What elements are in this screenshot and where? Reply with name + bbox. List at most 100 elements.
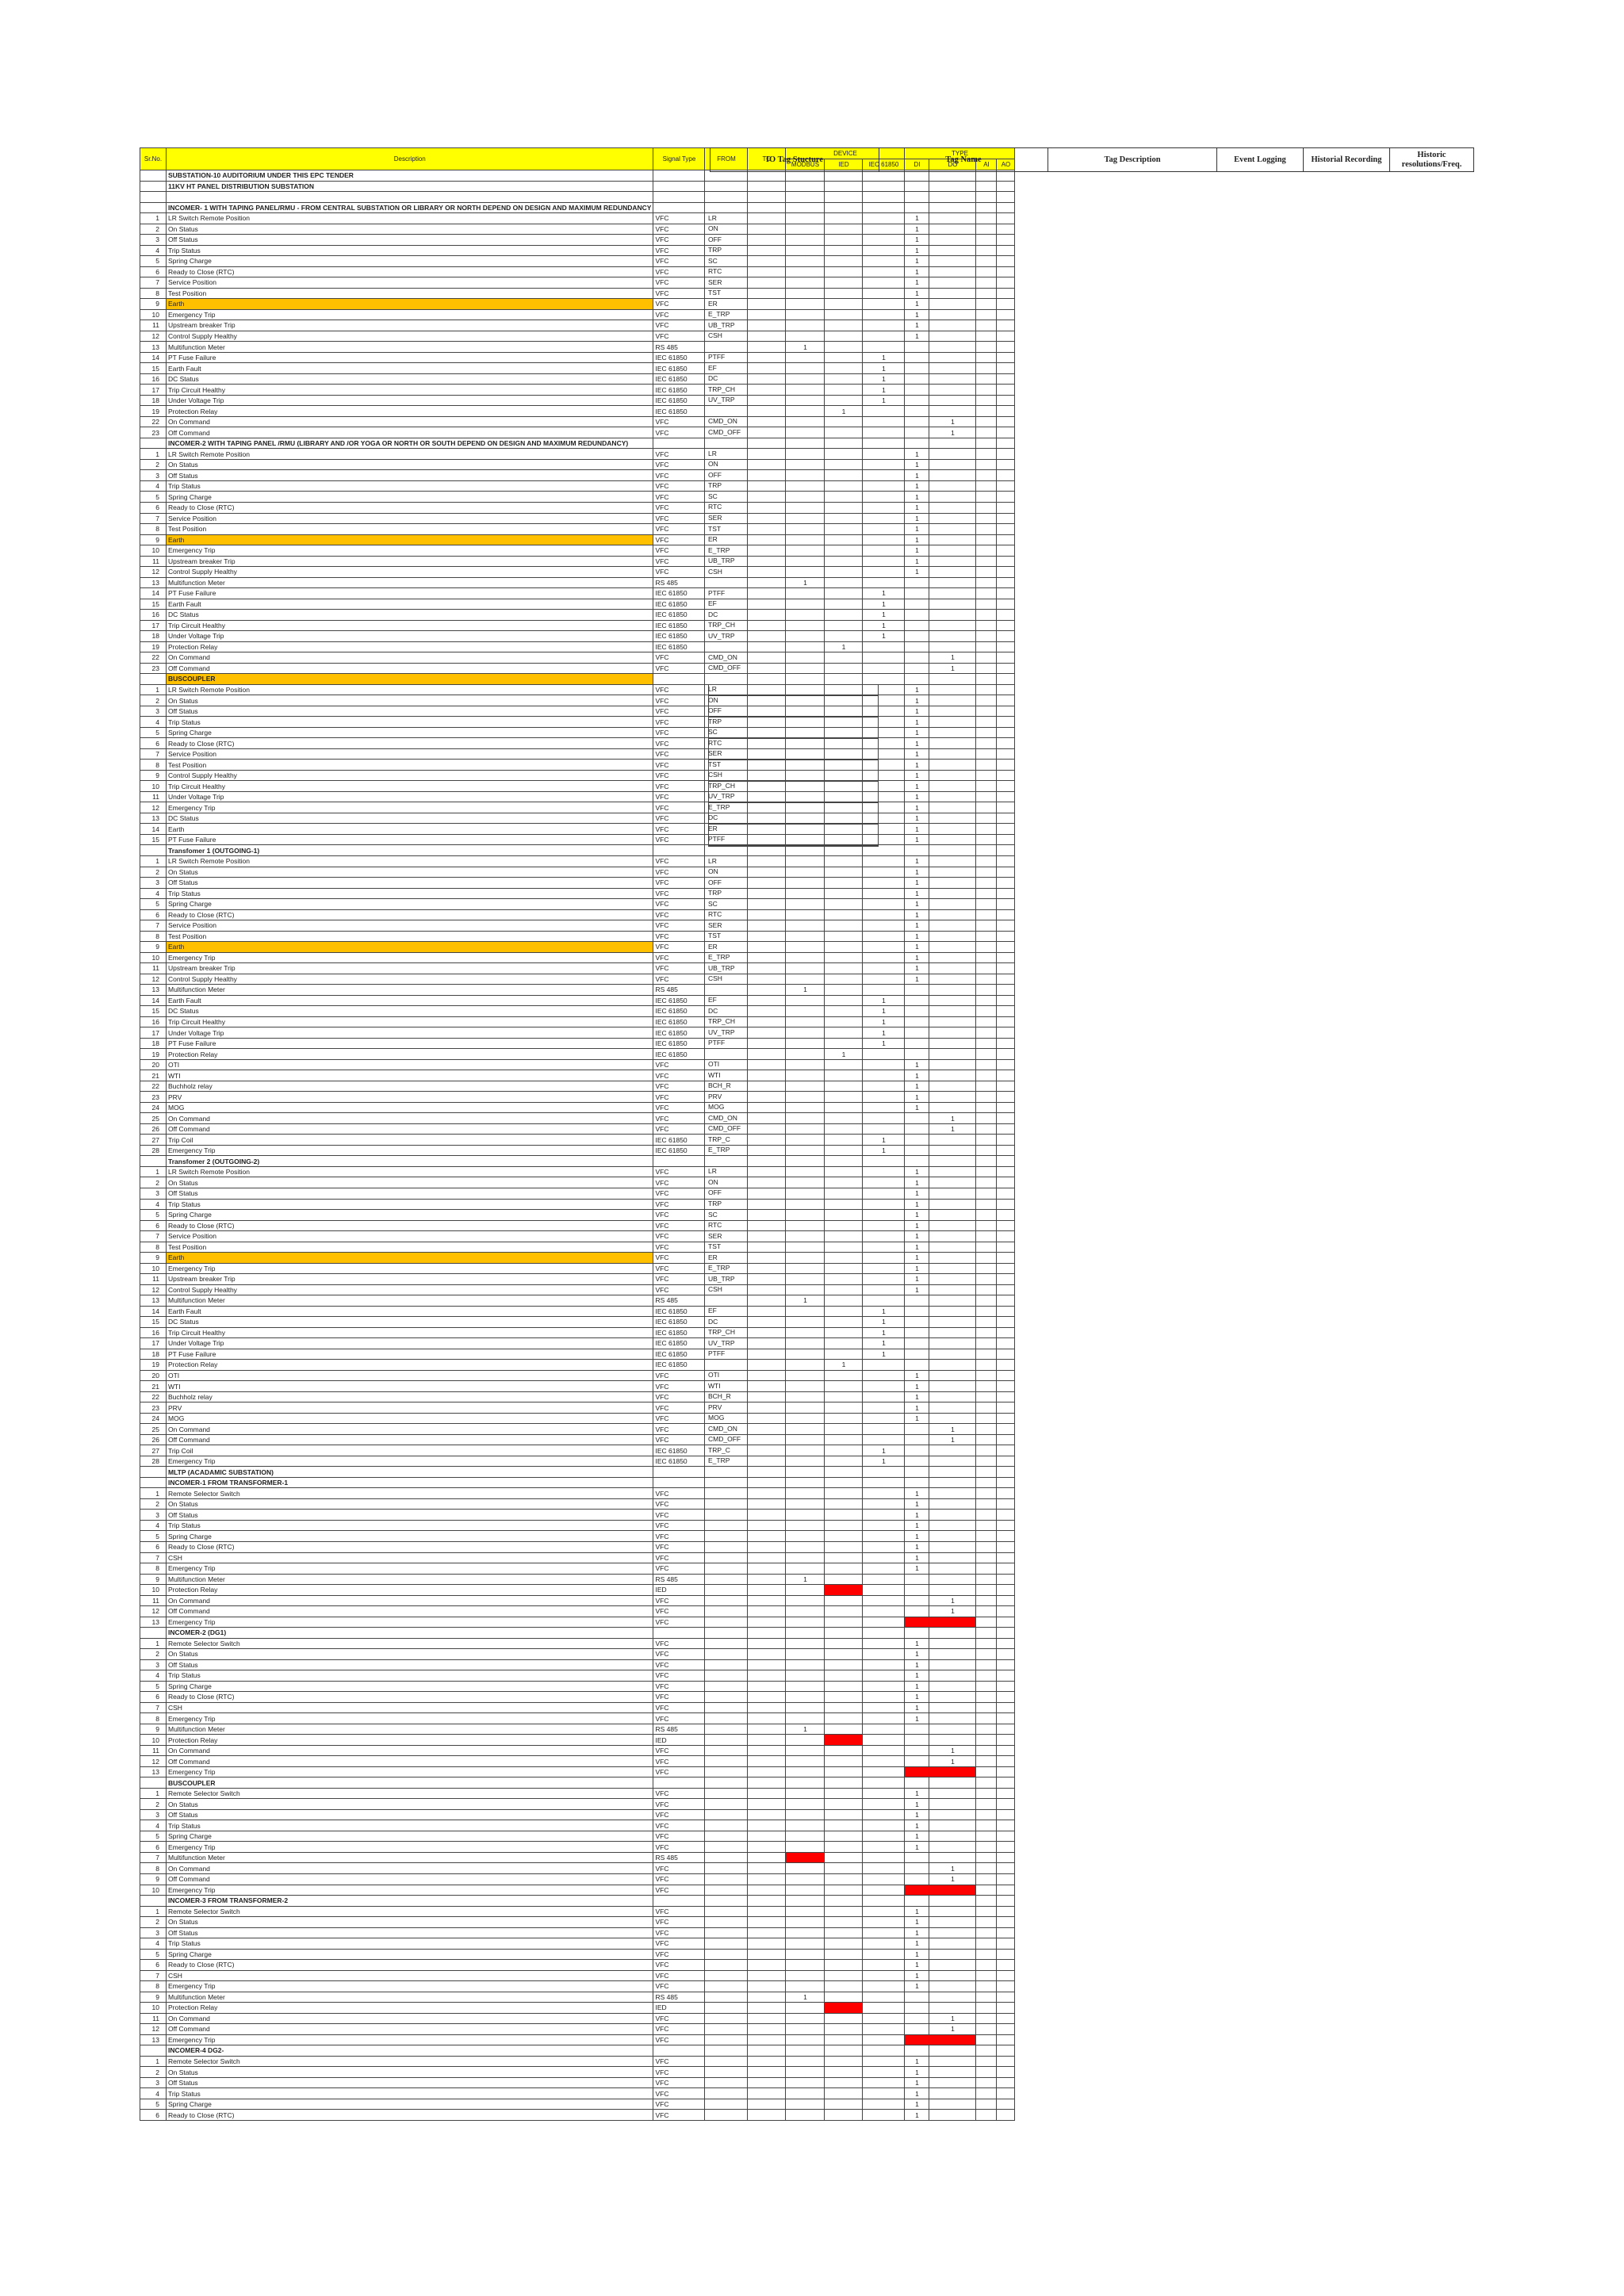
ai-cell bbox=[975, 1680, 998, 1693]
to-cell bbox=[747, 909, 787, 921]
description-cell: LR Switch Remote Position bbox=[165, 448, 654, 460]
ai-cell bbox=[975, 1445, 998, 1456]
description-cell: On Status bbox=[165, 1648, 654, 1660]
from-cell bbox=[704, 1927, 749, 1939]
ao-cell bbox=[996, 330, 1016, 342]
to-cell bbox=[747, 405, 787, 417]
signal-type-cell: VFC bbox=[653, 759, 706, 771]
di-cell bbox=[904, 1873, 930, 1885]
to-cell bbox=[747, 1573, 787, 1586]
do-cell bbox=[929, 1177, 977, 1188]
di-cell: 1 bbox=[904, 1916, 930, 1928]
di-cell: 1 bbox=[904, 502, 930, 514]
io-tag-cell: PTFF bbox=[708, 588, 726, 597]
do-cell: 1 bbox=[929, 662, 977, 675]
iec-cell bbox=[862, 330, 906, 342]
sr-no-cell: 3 bbox=[140, 1927, 167, 1939]
sr-no-cell: 9 bbox=[140, 1252, 167, 1264]
table-row: 15 DC Status IEC 61850 1 bbox=[140, 1005, 1016, 1017]
sr-no-cell: 2 bbox=[140, 1498, 167, 1510]
iec-cell bbox=[862, 1798, 906, 1810]
do-cell bbox=[929, 2109, 977, 2121]
do-cell: 1 bbox=[929, 1755, 977, 1767]
ao-cell bbox=[996, 1905, 1016, 1918]
di-cell bbox=[904, 576, 930, 589]
do-cell bbox=[929, 502, 977, 514]
blank-cell bbox=[653, 1466, 706, 1478]
signal-type-cell: IEC 61850 bbox=[653, 630, 706, 642]
blank-cell bbox=[862, 1466, 906, 1478]
modbus-cell bbox=[785, 1766, 825, 1778]
ied-cell bbox=[824, 1948, 864, 1961]
iec-cell bbox=[862, 1723, 906, 1735]
ai-cell bbox=[975, 1144, 998, 1157]
blank-cell bbox=[904, 180, 930, 193]
sr-no-cell: 16 bbox=[140, 1326, 167, 1339]
table-row: 9 Multifunction Meter RS 485 1 bbox=[140, 1573, 1016, 1586]
ied-cell bbox=[824, 1991, 864, 2003]
iec-cell bbox=[862, 1080, 906, 1093]
description-cell: Trip Circuit Healthy bbox=[165, 1016, 654, 1028]
to-cell bbox=[747, 1123, 787, 1135]
ai-cell bbox=[975, 1284, 998, 1296]
ao-cell bbox=[996, 1348, 1016, 1360]
io-tag-cell: TRP bbox=[708, 246, 722, 254]
blank-cell bbox=[862, 180, 906, 193]
ai-cell bbox=[975, 287, 998, 300]
signal-type-cell: VFC bbox=[653, 308, 706, 321]
to-cell bbox=[747, 887, 787, 900]
ao-cell bbox=[996, 1916, 1016, 1928]
do-cell bbox=[929, 320, 977, 331]
ai-cell bbox=[975, 630, 998, 642]
do-cell bbox=[929, 930, 977, 943]
to-cell bbox=[747, 1938, 787, 1950]
description-cell: Protection Relay bbox=[165, 2002, 654, 2014]
to-cell bbox=[747, 1402, 787, 1414]
modbus-cell bbox=[785, 1648, 825, 1660]
ao-cell bbox=[996, 2066, 1016, 2078]
modbus-cell bbox=[785, 1005, 825, 1017]
signal-type-cell: VFC bbox=[653, 2076, 706, 2089]
table-row: 11 Upstream breaker Trip VFC 1 bbox=[140, 555, 1016, 568]
iec-cell bbox=[862, 1284, 906, 1296]
to-cell bbox=[747, 598, 787, 610]
to-cell bbox=[747, 1873, 787, 1885]
to-cell bbox=[747, 576, 787, 589]
do-cell bbox=[929, 780, 977, 792]
ai-cell bbox=[975, 994, 998, 1007]
modbus-cell: 1 bbox=[785, 1295, 825, 1307]
description-cell: On Command bbox=[165, 1862, 654, 1874]
to-cell bbox=[747, 1455, 787, 1468]
do-cell bbox=[929, 1380, 977, 1392]
iec-cell bbox=[862, 1959, 906, 1971]
signal-type-cell: IEC 61850 bbox=[653, 1027, 706, 1039]
ai-cell bbox=[975, 833, 998, 846]
iec-cell bbox=[862, 2098, 906, 2110]
io-tag-cell: SC bbox=[708, 899, 718, 908]
to-cell bbox=[747, 1530, 787, 1542]
iec-cell bbox=[862, 1359, 906, 1371]
signal-type-cell: VFC bbox=[653, 469, 706, 481]
signal-type-cell: VFC bbox=[653, 1284, 706, 1296]
table-row: 3 Off Status VFC 1 bbox=[140, 1188, 1016, 1200]
sr-no-cell: 4 bbox=[140, 1198, 167, 1210]
io-tag-cell: ER bbox=[708, 824, 718, 832]
signal-type-cell: VFC bbox=[653, 287, 706, 300]
to-cell bbox=[747, 1563, 787, 1575]
ai-cell bbox=[975, 641, 998, 653]
di-cell bbox=[904, 2012, 930, 2025]
description-cell: CSH bbox=[165, 1969, 654, 1982]
do-cell bbox=[929, 855, 977, 867]
iec-cell bbox=[862, 1112, 906, 1124]
ao-cell bbox=[996, 641, 1016, 653]
ao-cell bbox=[996, 534, 1016, 546]
signal-type-cell: VFC bbox=[653, 941, 706, 953]
description-cell: Remote Selector Switch bbox=[165, 1487, 654, 1499]
modbus-cell bbox=[785, 1916, 825, 1928]
do-cell bbox=[929, 1519, 977, 1532]
di-cell: 1 bbox=[904, 1230, 930, 1242]
signal-type-cell: VFC bbox=[653, 1230, 706, 1242]
ao-cell bbox=[996, 1391, 1016, 1403]
blank-cell bbox=[785, 1895, 825, 1907]
ied-cell bbox=[824, 1380, 864, 1392]
